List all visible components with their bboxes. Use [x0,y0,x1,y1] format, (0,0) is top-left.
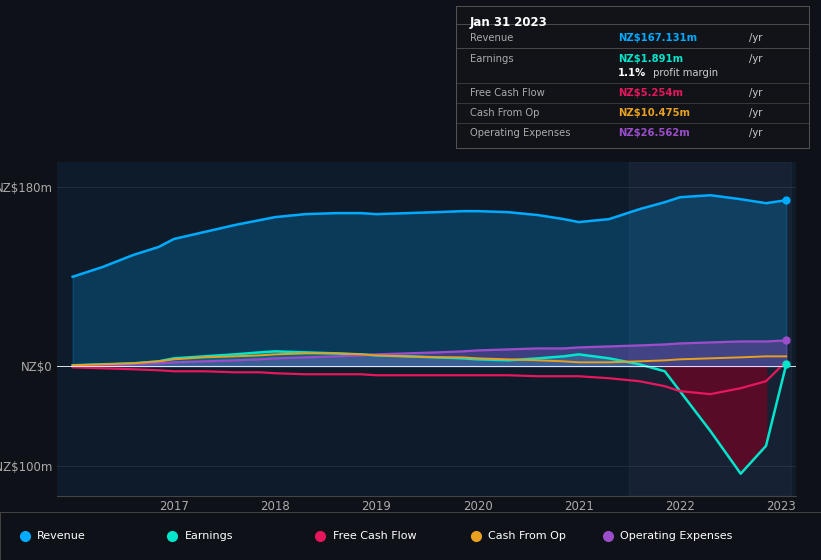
Text: Earnings: Earnings [185,531,233,541]
Text: Earnings: Earnings [470,54,513,64]
Text: Revenue: Revenue [470,32,513,43]
Text: Cash From Op: Cash From Op [470,109,539,118]
Text: NZ$10.475m: NZ$10.475m [618,109,690,118]
Text: 1.1%: 1.1% [618,68,646,78]
Text: NZ$5.254m: NZ$5.254m [618,88,683,99]
Text: /yr: /yr [749,128,762,138]
Text: NZ$26.562m: NZ$26.562m [618,128,690,138]
Text: /yr: /yr [749,54,762,64]
Text: Free Cash Flow: Free Cash Flow [470,88,544,99]
Text: Operating Expenses: Operating Expenses [620,531,732,541]
Text: /yr: /yr [749,32,762,43]
Text: Cash From Op: Cash From Op [488,531,566,541]
Bar [630,162,791,496]
Text: NZ$1.891m: NZ$1.891m [618,54,683,64]
Text: Revenue: Revenue [37,531,85,541]
Text: /yr: /yr [749,109,762,118]
Text: Operating Expenses: Operating Expenses [470,128,571,138]
Text: /yr: /yr [749,88,762,99]
Text: Free Cash Flow: Free Cash Flow [333,531,416,541]
Text: NZ$167.131m: NZ$167.131m [618,32,697,43]
Text: profit margin: profit margin [650,68,718,78]
Text: Jan 31 2023: Jan 31 2023 [470,16,548,29]
